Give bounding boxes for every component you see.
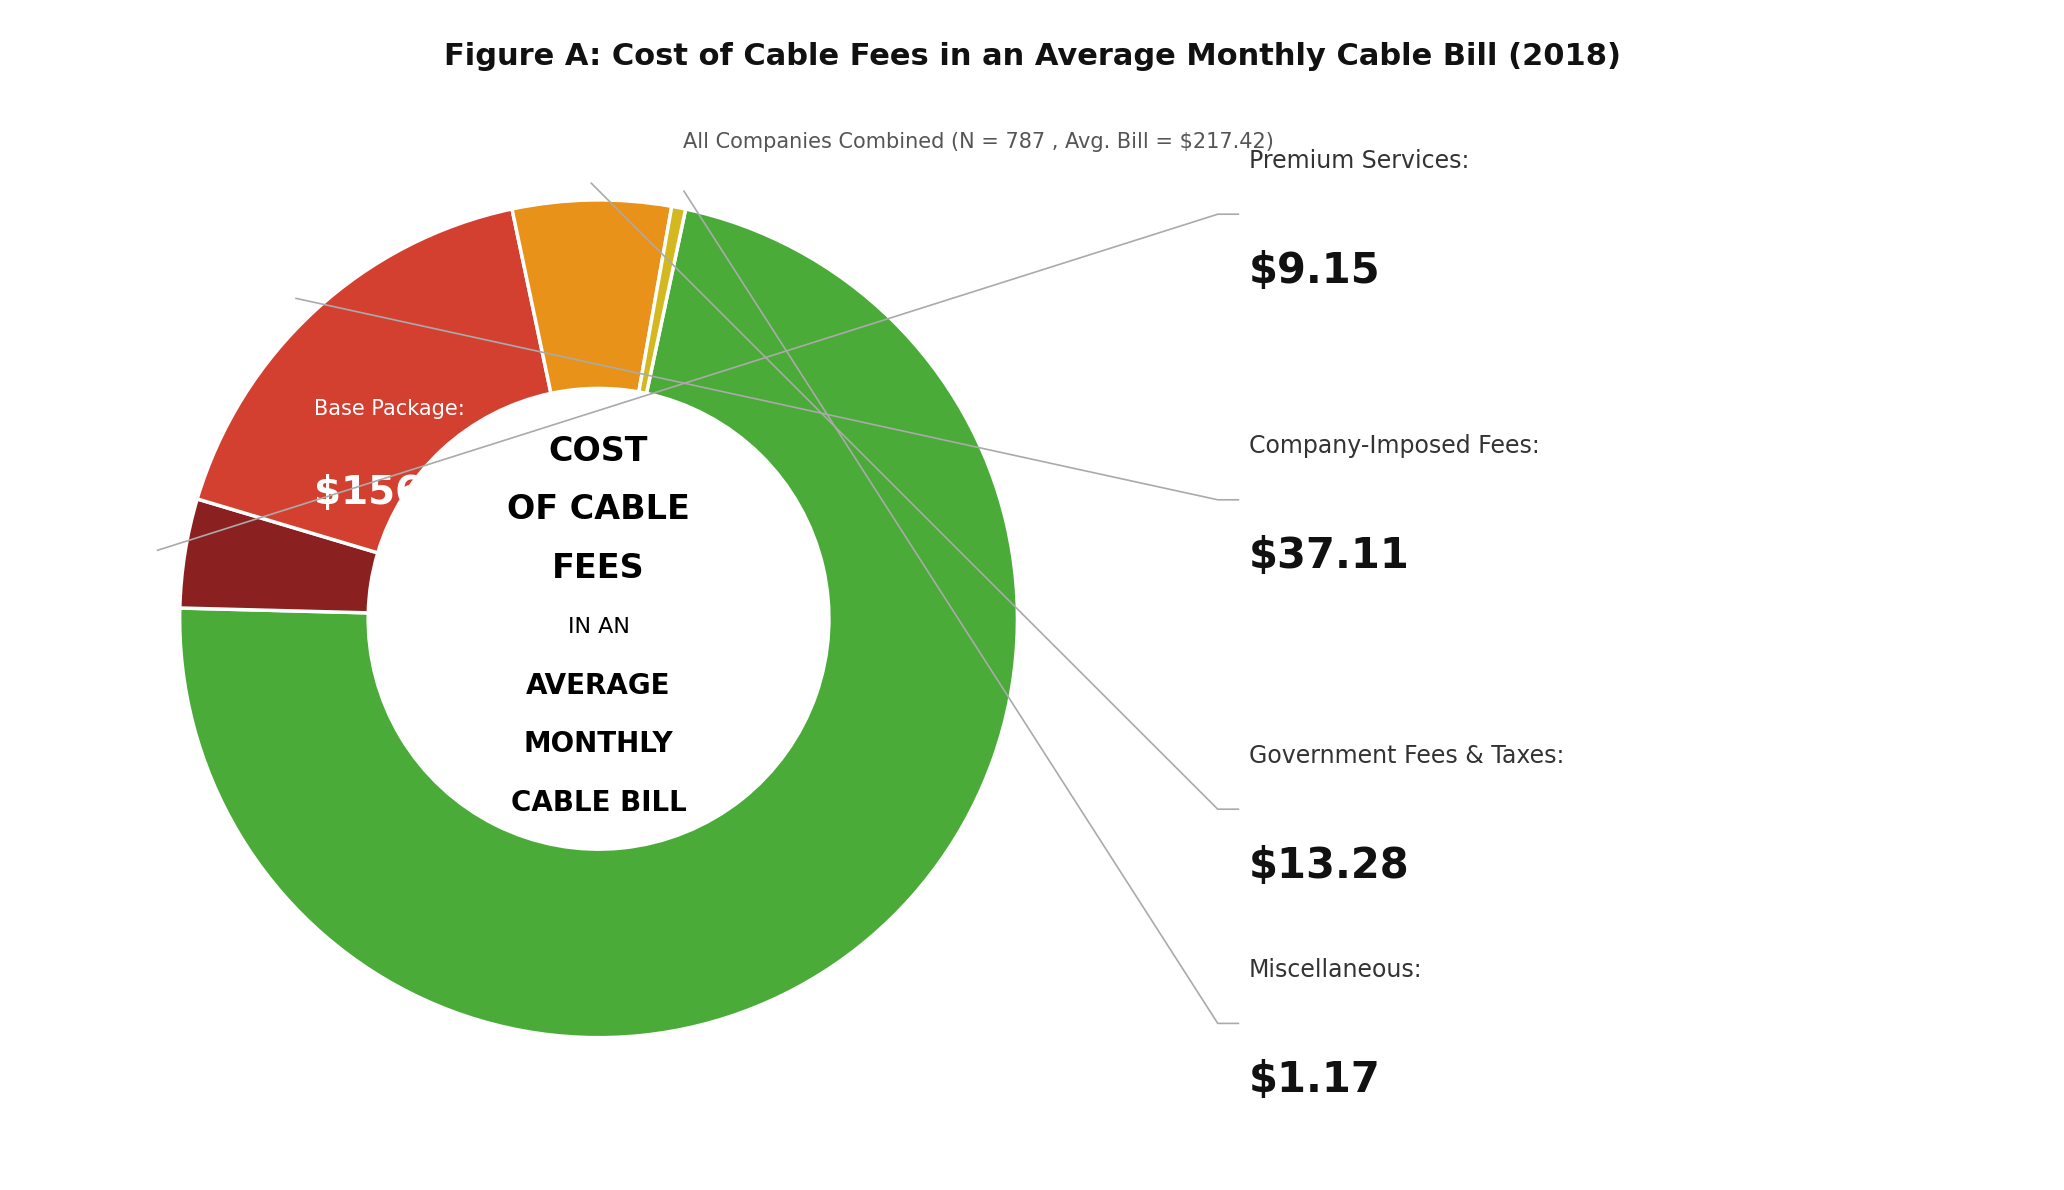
Text: All Companies Combined (N = 787 , Avg. Bill = $217.42): All Companies Combined (N = 787 , Avg. B…	[683, 132, 1273, 152]
Text: $9.15: $9.15	[1249, 250, 1381, 292]
Text: MONTHLY: MONTHLY	[524, 731, 673, 758]
Text: $156.71: $156.71	[314, 474, 491, 512]
Text: CABLE BILL: CABLE BILL	[510, 789, 687, 818]
Text: Base Package:: Base Package:	[314, 400, 464, 419]
Wedge shape	[512, 200, 671, 394]
Wedge shape	[640, 206, 685, 394]
Text: Company-Imposed Fees:: Company-Imposed Fees:	[1249, 434, 1540, 458]
Text: IN AN: IN AN	[568, 618, 630, 637]
Text: Premium Services:: Premium Services:	[1249, 149, 1470, 173]
Text: $13.28: $13.28	[1249, 845, 1410, 887]
Wedge shape	[180, 499, 378, 613]
Wedge shape	[180, 209, 1018, 1038]
Text: AVERAGE: AVERAGE	[526, 672, 671, 700]
Text: Government Fees & Taxes:: Government Fees & Taxes:	[1249, 744, 1565, 768]
Wedge shape	[198, 209, 551, 553]
Text: FEES: FEES	[553, 552, 644, 585]
Text: $37.11: $37.11	[1249, 536, 1410, 577]
Text: COST: COST	[549, 434, 648, 468]
Text: Figure A: Cost of Cable Fees in an Average Monthly Cable Bill (2018): Figure A: Cost of Cable Fees in an Avera…	[444, 42, 1620, 70]
Text: $1.17: $1.17	[1249, 1059, 1381, 1101]
Text: Miscellaneous:: Miscellaneous:	[1249, 958, 1422, 982]
Text: OF CABLE: OF CABLE	[508, 494, 689, 526]
